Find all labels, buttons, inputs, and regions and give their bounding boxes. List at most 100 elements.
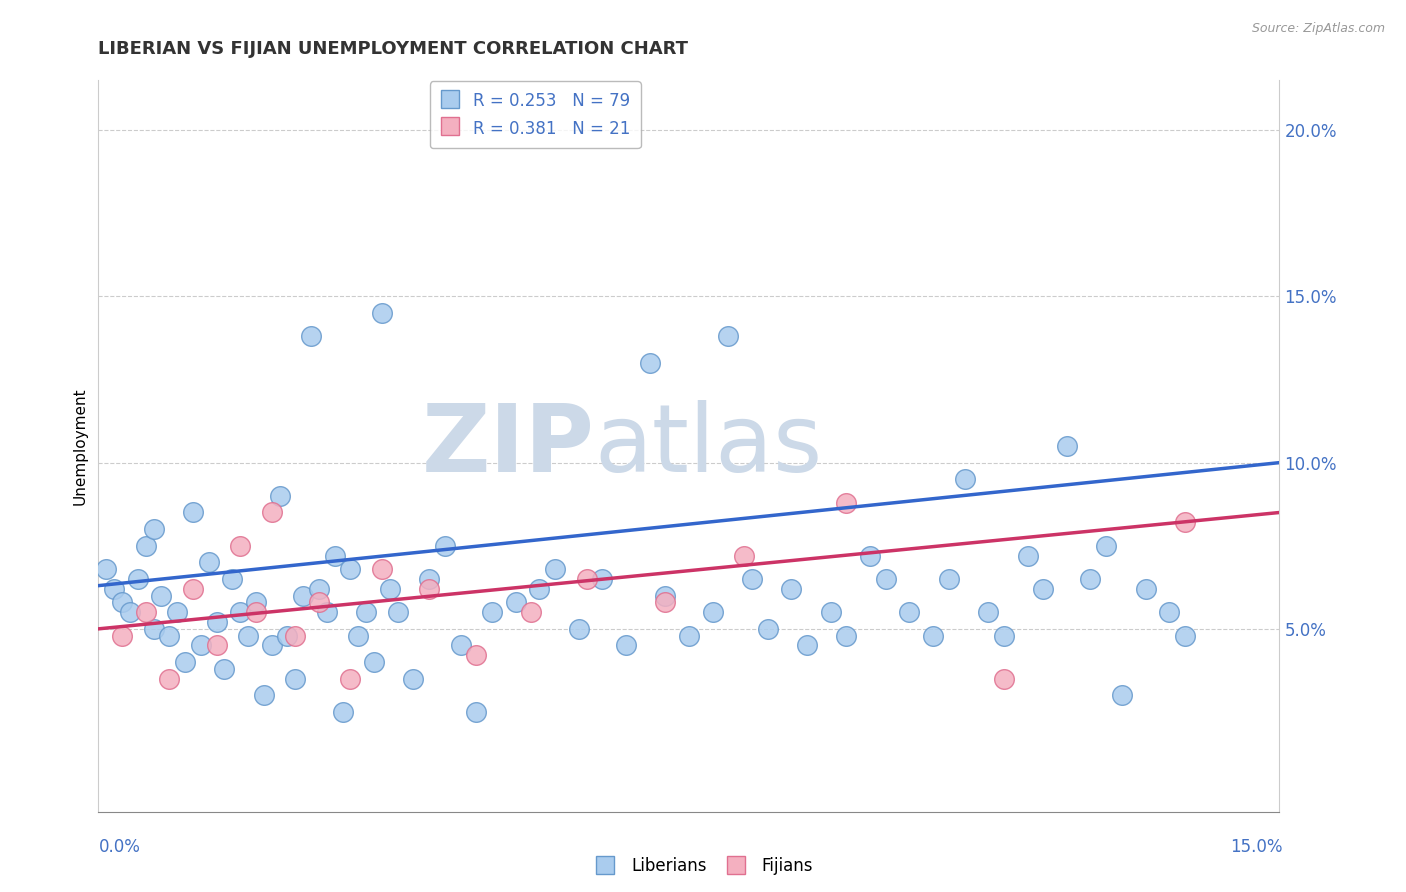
- Point: [96, 562, 118, 576]
- Point: [190, 639, 212, 653]
- Point: [284, 628, 307, 642]
- Point: [1135, 582, 1157, 596]
- Text: 15.0%: 15.0%: [1230, 838, 1282, 855]
- Point: [481, 605, 503, 619]
- Point: [245, 605, 267, 619]
- Point: [1080, 572, 1102, 586]
- Point: [654, 589, 676, 603]
- Point: [245, 595, 267, 609]
- Point: [181, 506, 204, 520]
- Point: [875, 572, 897, 586]
- Point: [174, 655, 197, 669]
- Point: [465, 705, 488, 719]
- Legend: Liberians, Fijians: Liberians, Fijians: [586, 851, 820, 882]
- Point: [977, 605, 1000, 619]
- Point: [638, 356, 661, 370]
- Text: Source: ZipAtlas.com: Source: ZipAtlas.com: [1251, 22, 1385, 36]
- Point: [269, 489, 291, 503]
- Point: [938, 572, 960, 586]
- Point: [197, 555, 219, 569]
- Point: [614, 639, 637, 653]
- Point: [654, 595, 676, 609]
- Point: [214, 662, 236, 676]
- Point: [378, 582, 401, 596]
- Point: [993, 672, 1015, 686]
- Point: [150, 589, 173, 603]
- Point: [236, 628, 259, 642]
- Point: [142, 622, 165, 636]
- Point: [354, 605, 377, 619]
- Point: [529, 582, 551, 596]
- Point: [953, 472, 976, 486]
- Point: [229, 539, 252, 553]
- Point: [1159, 605, 1181, 619]
- Point: [205, 615, 228, 630]
- Point: [678, 628, 700, 642]
- Y-axis label: Unemployment: Unemployment: [72, 387, 87, 505]
- Point: [371, 562, 394, 576]
- Point: [142, 522, 165, 536]
- Point: [323, 549, 346, 563]
- Point: [103, 582, 125, 596]
- Point: [157, 672, 180, 686]
- Point: [339, 562, 361, 576]
- Point: [308, 595, 330, 609]
- Text: 0.0%: 0.0%: [98, 838, 141, 855]
- Point: [1111, 689, 1133, 703]
- Point: [221, 572, 243, 586]
- Point: [253, 689, 276, 703]
- Point: [166, 605, 188, 619]
- Point: [922, 628, 945, 642]
- Point: [859, 549, 882, 563]
- Point: [118, 605, 141, 619]
- Point: [756, 622, 779, 636]
- Point: [347, 628, 370, 642]
- Point: [135, 605, 157, 619]
- Point: [1032, 582, 1054, 596]
- Point: [1056, 439, 1078, 453]
- Text: atlas: atlas: [595, 400, 823, 492]
- Text: ZIP: ZIP: [422, 400, 595, 492]
- Point: [568, 622, 591, 636]
- Point: [332, 705, 354, 719]
- Point: [898, 605, 921, 619]
- Point: [780, 582, 803, 596]
- Legend: R = 0.253   N = 79, R = 0.381   N = 21: R = 0.253 N = 79, R = 0.381 N = 21: [430, 81, 641, 148]
- Point: [1095, 539, 1118, 553]
- Point: [1174, 628, 1197, 642]
- Point: [371, 306, 394, 320]
- Point: [260, 639, 283, 653]
- Point: [820, 605, 842, 619]
- Point: [520, 605, 543, 619]
- Point: [205, 639, 228, 653]
- Point: [575, 572, 598, 586]
- Point: [450, 639, 472, 653]
- Point: [835, 628, 858, 642]
- Point: [292, 589, 315, 603]
- Point: [433, 539, 456, 553]
- Point: [339, 672, 361, 686]
- Point: [299, 329, 322, 343]
- Point: [835, 495, 858, 509]
- Point: [733, 549, 755, 563]
- Point: [308, 582, 330, 596]
- Point: [591, 572, 613, 586]
- Point: [402, 672, 425, 686]
- Point: [111, 628, 134, 642]
- Point: [260, 506, 283, 520]
- Point: [1017, 549, 1039, 563]
- Point: [418, 582, 440, 596]
- Point: [157, 628, 180, 642]
- Point: [544, 562, 567, 576]
- Point: [276, 628, 298, 642]
- Point: [505, 595, 527, 609]
- Point: [111, 595, 134, 609]
- Point: [315, 605, 337, 619]
- Text: LIBERIAN VS FIJIAN UNEMPLOYMENT CORRELATION CHART: LIBERIAN VS FIJIAN UNEMPLOYMENT CORRELAT…: [98, 40, 689, 58]
- Point: [702, 605, 724, 619]
- Point: [717, 329, 740, 343]
- Point: [181, 582, 204, 596]
- Point: [418, 572, 440, 586]
- Point: [229, 605, 252, 619]
- Point: [284, 672, 307, 686]
